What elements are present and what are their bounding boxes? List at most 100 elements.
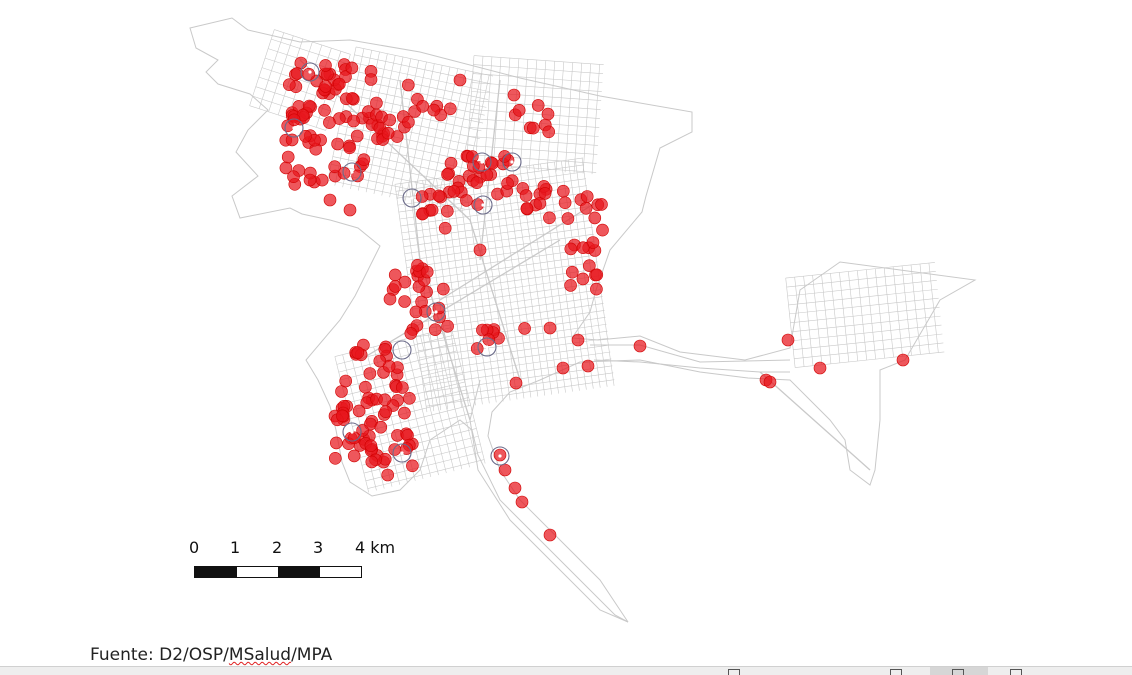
case-point [590, 282, 603, 296]
case-point [328, 451, 342, 465]
case-point [425, 203, 439, 217]
case-point [564, 279, 577, 292]
case-point [531, 99, 545, 112]
scale-label-2: 2 [272, 538, 283, 557]
case-point [303, 173, 317, 187]
case-point [443, 102, 457, 116]
scale-bar [194, 566, 362, 578]
case-point [586, 236, 600, 249]
case-point [558, 196, 572, 209]
street-grid-east [785, 262, 945, 368]
case-point [541, 107, 555, 121]
case-point [460, 194, 473, 207]
case-point [282, 78, 296, 91]
case-point [383, 292, 397, 306]
cluster-ring [472, 152, 492, 172]
case-point [388, 280, 402, 293]
scale-segment [319, 567, 361, 577]
case-point [357, 153, 371, 166]
case-point [498, 463, 512, 477]
case-point [576, 241, 590, 254]
case-point [486, 157, 499, 170]
case-point [438, 221, 452, 235]
avenue-line [359, 239, 561, 361]
case-point [415, 190, 429, 203]
case-point [345, 61, 359, 75]
cluster-center [481, 203, 485, 207]
case-point [388, 443, 402, 456]
case-point [359, 380, 372, 394]
case-point [416, 100, 430, 113]
source-word: MSalud [228, 645, 292, 665]
cluster-center [350, 170, 354, 174]
cluster-ring [502, 152, 522, 172]
causeway-line [590, 344, 791, 363]
case-point [482, 333, 496, 347]
case-point [781, 333, 795, 347]
avenue-line [299, 59, 521, 381]
case-point [582, 259, 596, 273]
case-point [285, 133, 299, 147]
case-point [633, 339, 647, 353]
status-toolbar [0, 666, 1132, 675]
cluster-center [498, 454, 502, 458]
case-point [383, 113, 397, 127]
cluster-center [400, 451, 404, 455]
case-point [398, 406, 411, 420]
case-point [441, 319, 454, 333]
cluster-center [308, 70, 312, 74]
cluster-ring [284, 118, 304, 138]
cluster-ring [477, 337, 497, 357]
case-point [444, 156, 458, 170]
case-point [403, 391, 416, 405]
case-point [395, 381, 409, 394]
active-view-button[interactable] [930, 667, 988, 675]
scale-label-3: 3 [313, 538, 324, 557]
case-point [401, 78, 415, 92]
case-point [378, 393, 392, 407]
scale-label-4km: 4 km [355, 538, 396, 557]
source-caption: Fuente: D2/OSP/MSalud/MPA [90, 645, 332, 665]
case-point [370, 96, 383, 110]
cluster-ring [490, 446, 510, 466]
case-point [332, 77, 346, 91]
case-point [319, 59, 332, 72]
page-view-icon[interactable] [952, 669, 964, 675]
cluster-center [480, 160, 484, 164]
case-point [508, 481, 522, 495]
case-point [281, 150, 295, 164]
scale-label-0: 0 [189, 538, 200, 557]
case-point [319, 80, 332, 93]
bracket-icon[interactable] [728, 669, 740, 675]
case-point [565, 265, 579, 279]
case-point [323, 116, 336, 129]
case-point [507, 88, 521, 102]
case-point [364, 73, 378, 86]
case-point [526, 121, 540, 135]
web-view-icon[interactable] [1010, 669, 1022, 675]
book-icon[interactable] [890, 669, 902, 675]
cluster-ring [473, 195, 493, 215]
case-point [404, 327, 418, 340]
case-point [896, 353, 910, 367]
case-point [453, 73, 467, 87]
case-point [363, 367, 377, 380]
case-point [365, 455, 379, 469]
case-point [406, 459, 419, 473]
case-point [470, 342, 484, 355]
case-point [339, 374, 353, 388]
case-point [440, 204, 454, 218]
case-point [287, 113, 301, 127]
case-point [328, 160, 342, 173]
case-point [588, 211, 602, 225]
case-point [374, 420, 388, 434]
case-point [580, 190, 594, 203]
scale-labels: 0 1 2 3 4 km [185, 538, 405, 558]
case-point [381, 126, 395, 140]
source-suffix: /MPA [291, 645, 333, 665]
case-point [315, 173, 329, 187]
source-prefix: Fuente: D2/OSP/ [90, 645, 229, 665]
case-point [543, 528, 557, 542]
case-point [350, 129, 364, 143]
case-point [556, 361, 570, 375]
